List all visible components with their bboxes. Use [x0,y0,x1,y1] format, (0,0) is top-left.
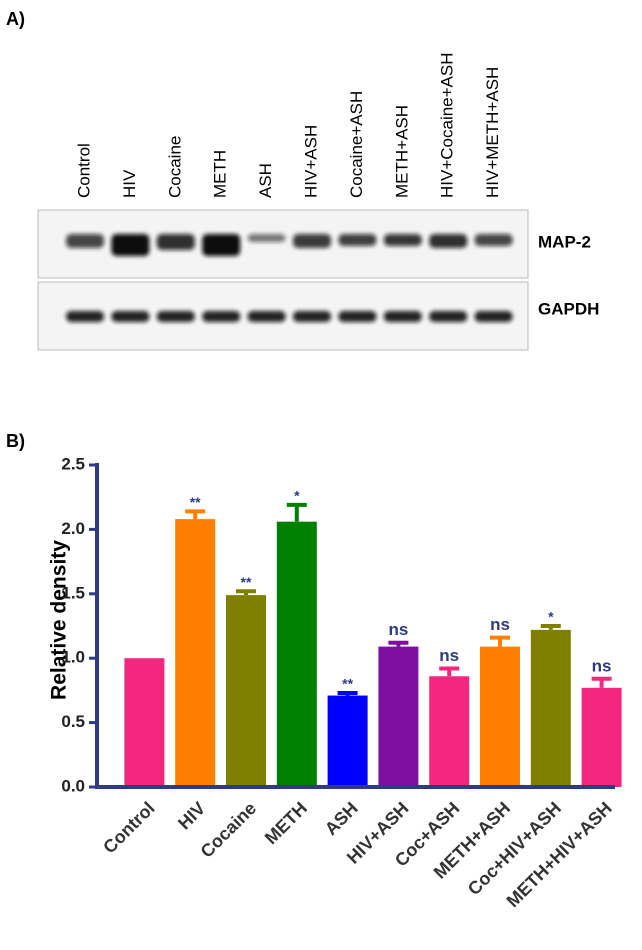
y-tick-label: 0.0 [61,776,85,795]
significance-label: ns [439,646,459,665]
band [111,234,150,256]
band [247,311,286,322]
significance-label: ** [342,676,353,692]
bar [175,519,216,787]
band [383,311,422,322]
band [247,234,286,242]
lane-label: Cocaine [165,136,184,198]
y-tick-label: 2.0 [61,519,85,538]
band [156,311,195,322]
lane-label: Control [74,143,93,198]
blot-row-label: GAPDH [538,299,599,318]
band [474,234,513,246]
band [429,311,468,322]
lane-label: METH [211,150,230,198]
y-tick-label: 2.5 [61,454,85,473]
lane-label: HIV+ASH [301,125,320,198]
y-axis-label: Relative density [48,540,71,700]
band [202,311,241,322]
blot: Control HIV Cocaine METH ASH HIV+ASH Cocaine+A… [66,52,513,322]
band [383,234,422,246]
significance-label: ns [388,620,408,639]
significance-label: ns [490,615,510,634]
lane-label: Cocaine+ASH [347,91,366,198]
y-tick-label: 1.5 [61,583,85,602]
band [293,234,331,248]
band [338,311,377,322]
significance-label: ** [190,494,201,510]
band [429,234,468,248]
bar [124,658,165,787]
panel-label: B) [6,431,25,451]
lane-label: METH+ASH [392,105,411,198]
lane-label: HIV+Cocaine+ASH [438,52,457,198]
band [474,311,513,322]
x-tick-label: METH [261,798,311,848]
x-tick-label: ASH [321,798,362,839]
band [111,311,150,322]
band [156,234,195,250]
panel-label: A) [6,9,25,29]
bar [276,521,317,787]
band [338,234,377,246]
lane-label: HIV [120,169,139,198]
band [293,311,331,322]
bar [581,687,622,787]
lane-label: ASH [256,163,275,198]
x-tick-label: HIV [174,798,209,833]
bar [480,646,520,787]
y-tick-label: 1.0 [61,648,85,667]
y-tick-label: 0.5 [61,712,85,731]
bar [327,695,368,787]
x-tick-label: Cocaine [197,798,261,862]
bar [226,595,266,787]
bar [429,676,470,787]
significance-label: ** [241,574,252,590]
significance-label: ns [592,656,612,675]
blot-row-label: MAP-2 [538,232,591,251]
band [202,234,241,256]
bar [378,646,419,787]
significance-label: * [548,609,554,625]
band [66,311,104,322]
lane-label: HIV+METH+ASH [483,67,502,198]
significance-label: * [294,488,300,504]
x-tick-label: Control [99,798,158,857]
band [66,234,104,248]
bar [530,629,571,787]
chart: 0.00.51.01.52.02.5Control**HIV**Cocaine*… [61,454,622,911]
